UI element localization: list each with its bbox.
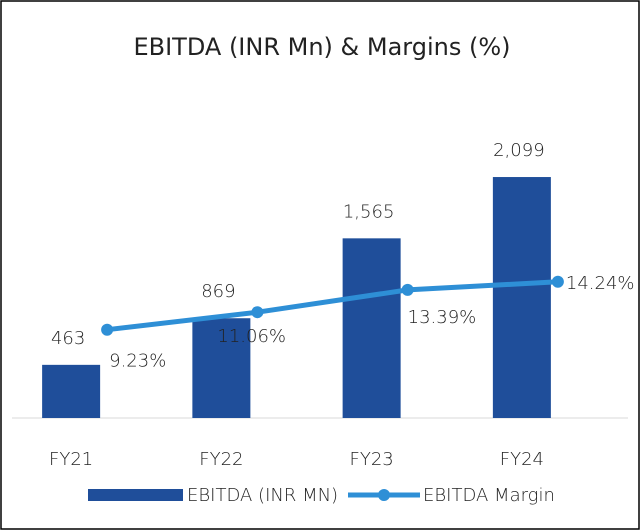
bar	[492, 177, 551, 418]
data-label: 11.06%	[217, 326, 286, 347]
bar	[42, 364, 101, 418]
chart-title: EBITDA (INR Mn) & Margins (%)	[133, 33, 510, 61]
data-label: 869	[201, 281, 235, 302]
bar	[192, 318, 251, 418]
line-marker	[101, 323, 114, 336]
line-marker	[551, 275, 564, 288]
data-label: 9.23%	[109, 351, 166, 372]
legend-label: EBITDA Margin	[423, 485, 555, 506]
legend-label: EBITDA (INR MN)	[187, 485, 338, 506]
bar	[342, 238, 401, 418]
data-label: 1,565	[343, 201, 395, 222]
line-marker	[251, 306, 264, 319]
x-tick-label: FY24	[500, 449, 544, 470]
data-label: 2,099	[493, 140, 545, 161]
x-tick-label: FY21	[49, 449, 93, 470]
x-tick-label: FY23	[349, 449, 393, 470]
legend-swatch	[88, 489, 183, 501]
data-label: 14.24%	[566, 273, 635, 294]
line	[104, 279, 561, 333]
data-label: 13.39%	[408, 307, 477, 328]
legend-swatch-marker	[378, 489, 390, 501]
data-label: 463	[51, 328, 85, 349]
line-marker	[401, 283, 414, 296]
x-tick-label: FY22	[199, 449, 243, 470]
